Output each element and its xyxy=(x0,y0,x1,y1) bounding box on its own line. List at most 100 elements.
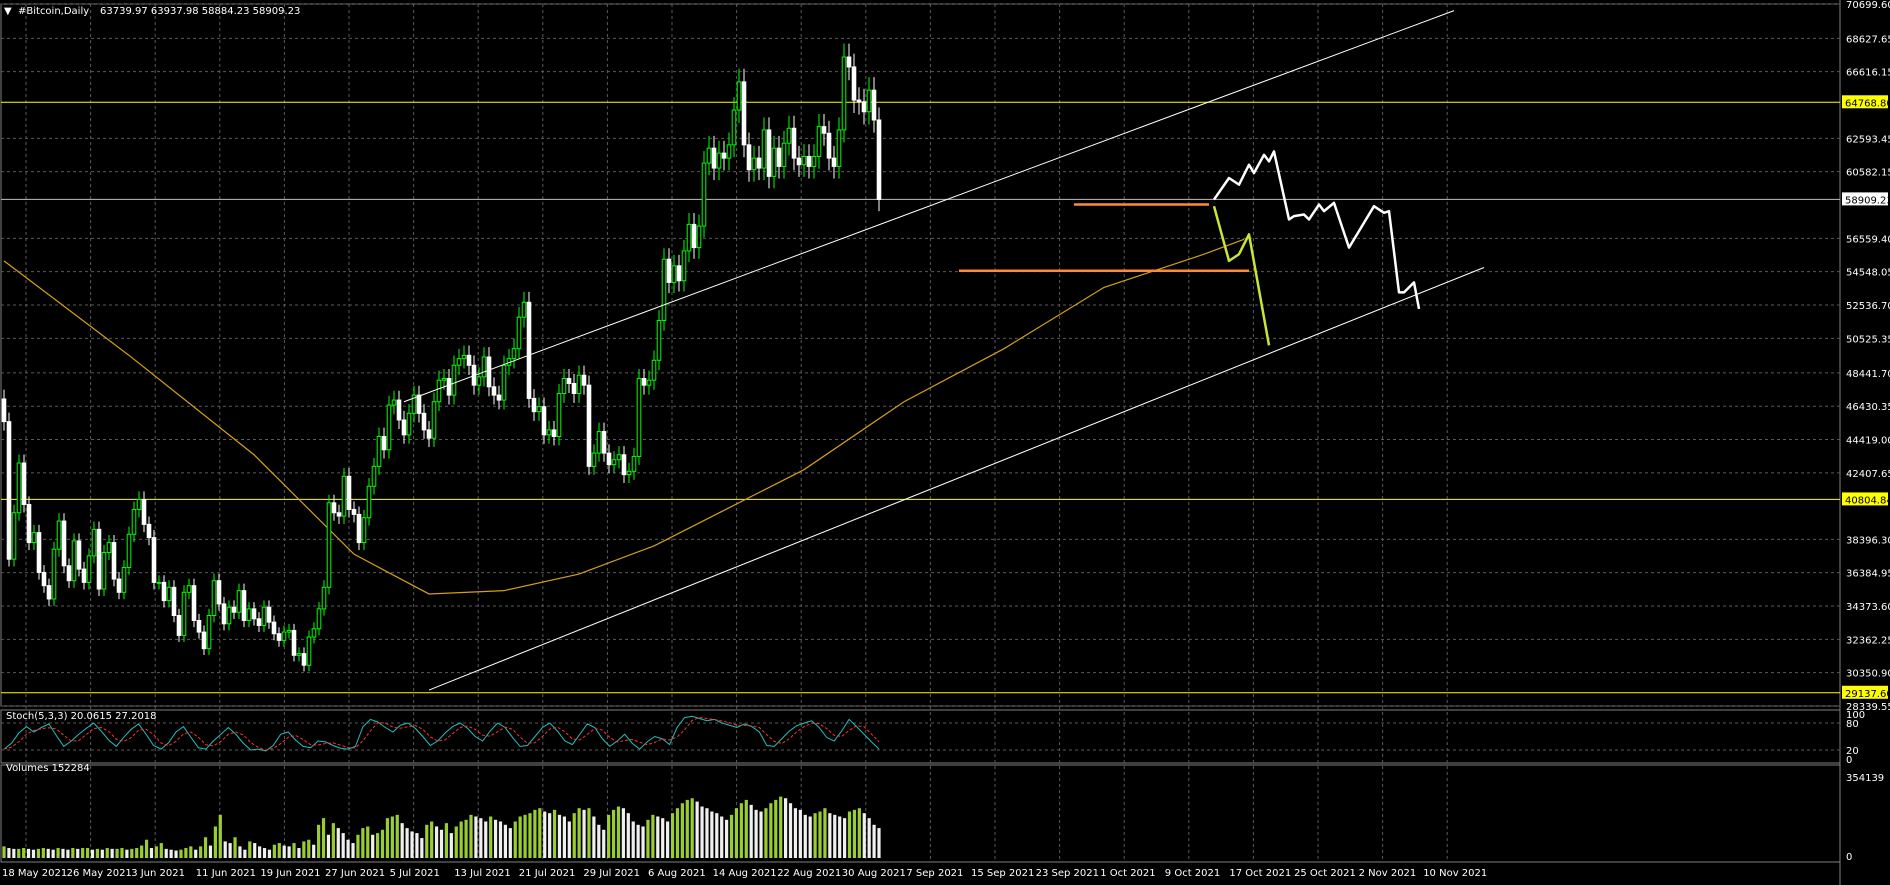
candle-body[interactable] xyxy=(501,364,507,401)
candle-body[interactable] xyxy=(41,571,47,587)
volume-bar[interactable] xyxy=(710,811,714,858)
candle-body[interactable] xyxy=(61,520,67,567)
volume-bar[interactable] xyxy=(425,824,429,858)
volume-bar[interactable] xyxy=(7,848,11,858)
volume-bar[interactable] xyxy=(292,843,296,858)
volume-bar[interactable] xyxy=(651,814,655,858)
volume-bar[interactable] xyxy=(734,808,739,858)
volume-bar[interactable] xyxy=(523,814,527,858)
volume-bar[interactable] xyxy=(528,813,532,858)
volume-bar[interactable] xyxy=(577,808,581,858)
channel-upper-line[interactable] xyxy=(403,10,1455,403)
candle-body[interactable] xyxy=(616,454,622,461)
volume-bar[interactable] xyxy=(140,845,144,858)
candle-body[interactable] xyxy=(481,356,487,378)
candle-body[interactable] xyxy=(801,155,807,166)
volume-bar[interactable] xyxy=(538,808,542,858)
volume-bar[interactable] xyxy=(764,808,768,858)
volume-bar[interactable] xyxy=(666,821,670,858)
volume-bar[interactable] xyxy=(430,821,434,858)
candle-body[interactable] xyxy=(561,378,567,394)
candle-body[interactable] xyxy=(776,147,782,167)
volume-bar[interactable] xyxy=(567,821,571,858)
candle-body[interactable] xyxy=(246,608,252,621)
volume-bar[interactable] xyxy=(508,828,512,858)
volume-bar[interactable] xyxy=(562,816,566,859)
volume-bar[interactable] xyxy=(189,846,193,858)
volume-bar[interactable] xyxy=(90,849,95,858)
candle-body[interactable] xyxy=(221,603,227,625)
candle-body[interactable] xyxy=(656,320,662,361)
candle-body[interactable] xyxy=(586,384,592,467)
candle-body[interactable] xyxy=(226,606,232,625)
candle-body[interactable] xyxy=(611,459,617,466)
volume-bar[interactable] xyxy=(218,814,222,858)
candle-body[interactable] xyxy=(101,552,107,590)
stochastic-panel[interactable] xyxy=(1,715,1840,752)
volume-bar[interactable] xyxy=(543,811,547,858)
candle-body[interactable] xyxy=(556,392,562,438)
candle-body[interactable] xyxy=(426,429,432,439)
candle-body[interactable] xyxy=(596,431,602,454)
volume-bar[interactable] xyxy=(41,848,45,858)
candle-body[interactable] xyxy=(121,566,127,593)
candle-body[interactable] xyxy=(351,508,357,515)
volume-bar[interactable] xyxy=(331,823,335,858)
candle-body[interactable] xyxy=(711,147,717,169)
candle-body[interactable] xyxy=(86,555,92,583)
candle-body[interactable] xyxy=(566,378,572,384)
volume-bar[interactable] xyxy=(626,813,630,858)
volume-bar[interactable] xyxy=(233,837,237,858)
volume-bar[interactable] xyxy=(336,828,340,858)
volume-bar[interactable] xyxy=(779,796,783,858)
volume-bar[interactable] xyxy=(621,808,625,858)
candle-body[interactable] xyxy=(201,631,207,650)
candle-body[interactable] xyxy=(531,397,537,413)
volume-bar[interactable] xyxy=(51,849,55,858)
volume-bar[interactable] xyxy=(867,818,871,858)
candle-body[interactable] xyxy=(431,401,437,439)
candle-body[interactable] xyxy=(831,157,837,167)
candle-body[interactable] xyxy=(571,382,577,394)
volume-bar[interactable] xyxy=(282,845,286,858)
volume-bar[interactable] xyxy=(356,834,360,858)
candle-body[interactable] xyxy=(666,258,672,283)
volume-bar[interactable] xyxy=(685,799,689,858)
volume-bar[interactable] xyxy=(434,826,439,858)
volume-bar[interactable] xyxy=(395,814,399,858)
candle-body[interactable] xyxy=(806,155,812,167)
candle-body[interactable] xyxy=(516,316,522,350)
volume-bar[interactable] xyxy=(690,798,694,858)
candle-body[interactable] xyxy=(171,586,177,617)
volume-bar[interactable] xyxy=(784,798,788,858)
volume-bar[interactable] xyxy=(862,813,866,858)
volume-bar[interactable] xyxy=(302,841,306,858)
candle-body[interactable] xyxy=(816,126,822,157)
candle-body[interactable] xyxy=(771,147,777,177)
volume-bar[interactable] xyxy=(793,808,798,858)
volume-bar[interactable] xyxy=(115,848,119,858)
candle-body[interactable] xyxy=(151,537,157,583)
volume-bar[interactable] xyxy=(277,843,281,858)
candle-body[interactable] xyxy=(231,606,237,613)
volume-bar[interactable] xyxy=(493,819,498,858)
volume-bar[interactable] xyxy=(877,828,881,858)
candle-body[interactable] xyxy=(66,565,72,582)
candle-body[interactable] xyxy=(181,591,187,636)
candle-body[interactable] xyxy=(396,399,402,421)
volume-bar[interactable] xyxy=(503,824,508,858)
candle-body[interactable] xyxy=(31,532,37,544)
candle-body[interactable] xyxy=(361,517,367,544)
volume-bar[interactable] xyxy=(838,816,842,859)
volume-bar[interactable] xyxy=(95,848,99,858)
volume-bar[interactable] xyxy=(61,848,65,858)
volume-bar[interactable] xyxy=(31,849,36,858)
candle-body[interactable] xyxy=(511,348,517,360)
candle-body[interactable] xyxy=(96,528,102,590)
volume-bar[interactable] xyxy=(788,803,793,858)
volume-bar[interactable] xyxy=(557,814,562,858)
candle-body[interactable] xyxy=(541,406,547,436)
candle-body[interactable] xyxy=(841,56,847,131)
candle-body[interactable] xyxy=(176,615,182,636)
candle-body[interactable] xyxy=(196,619,202,633)
